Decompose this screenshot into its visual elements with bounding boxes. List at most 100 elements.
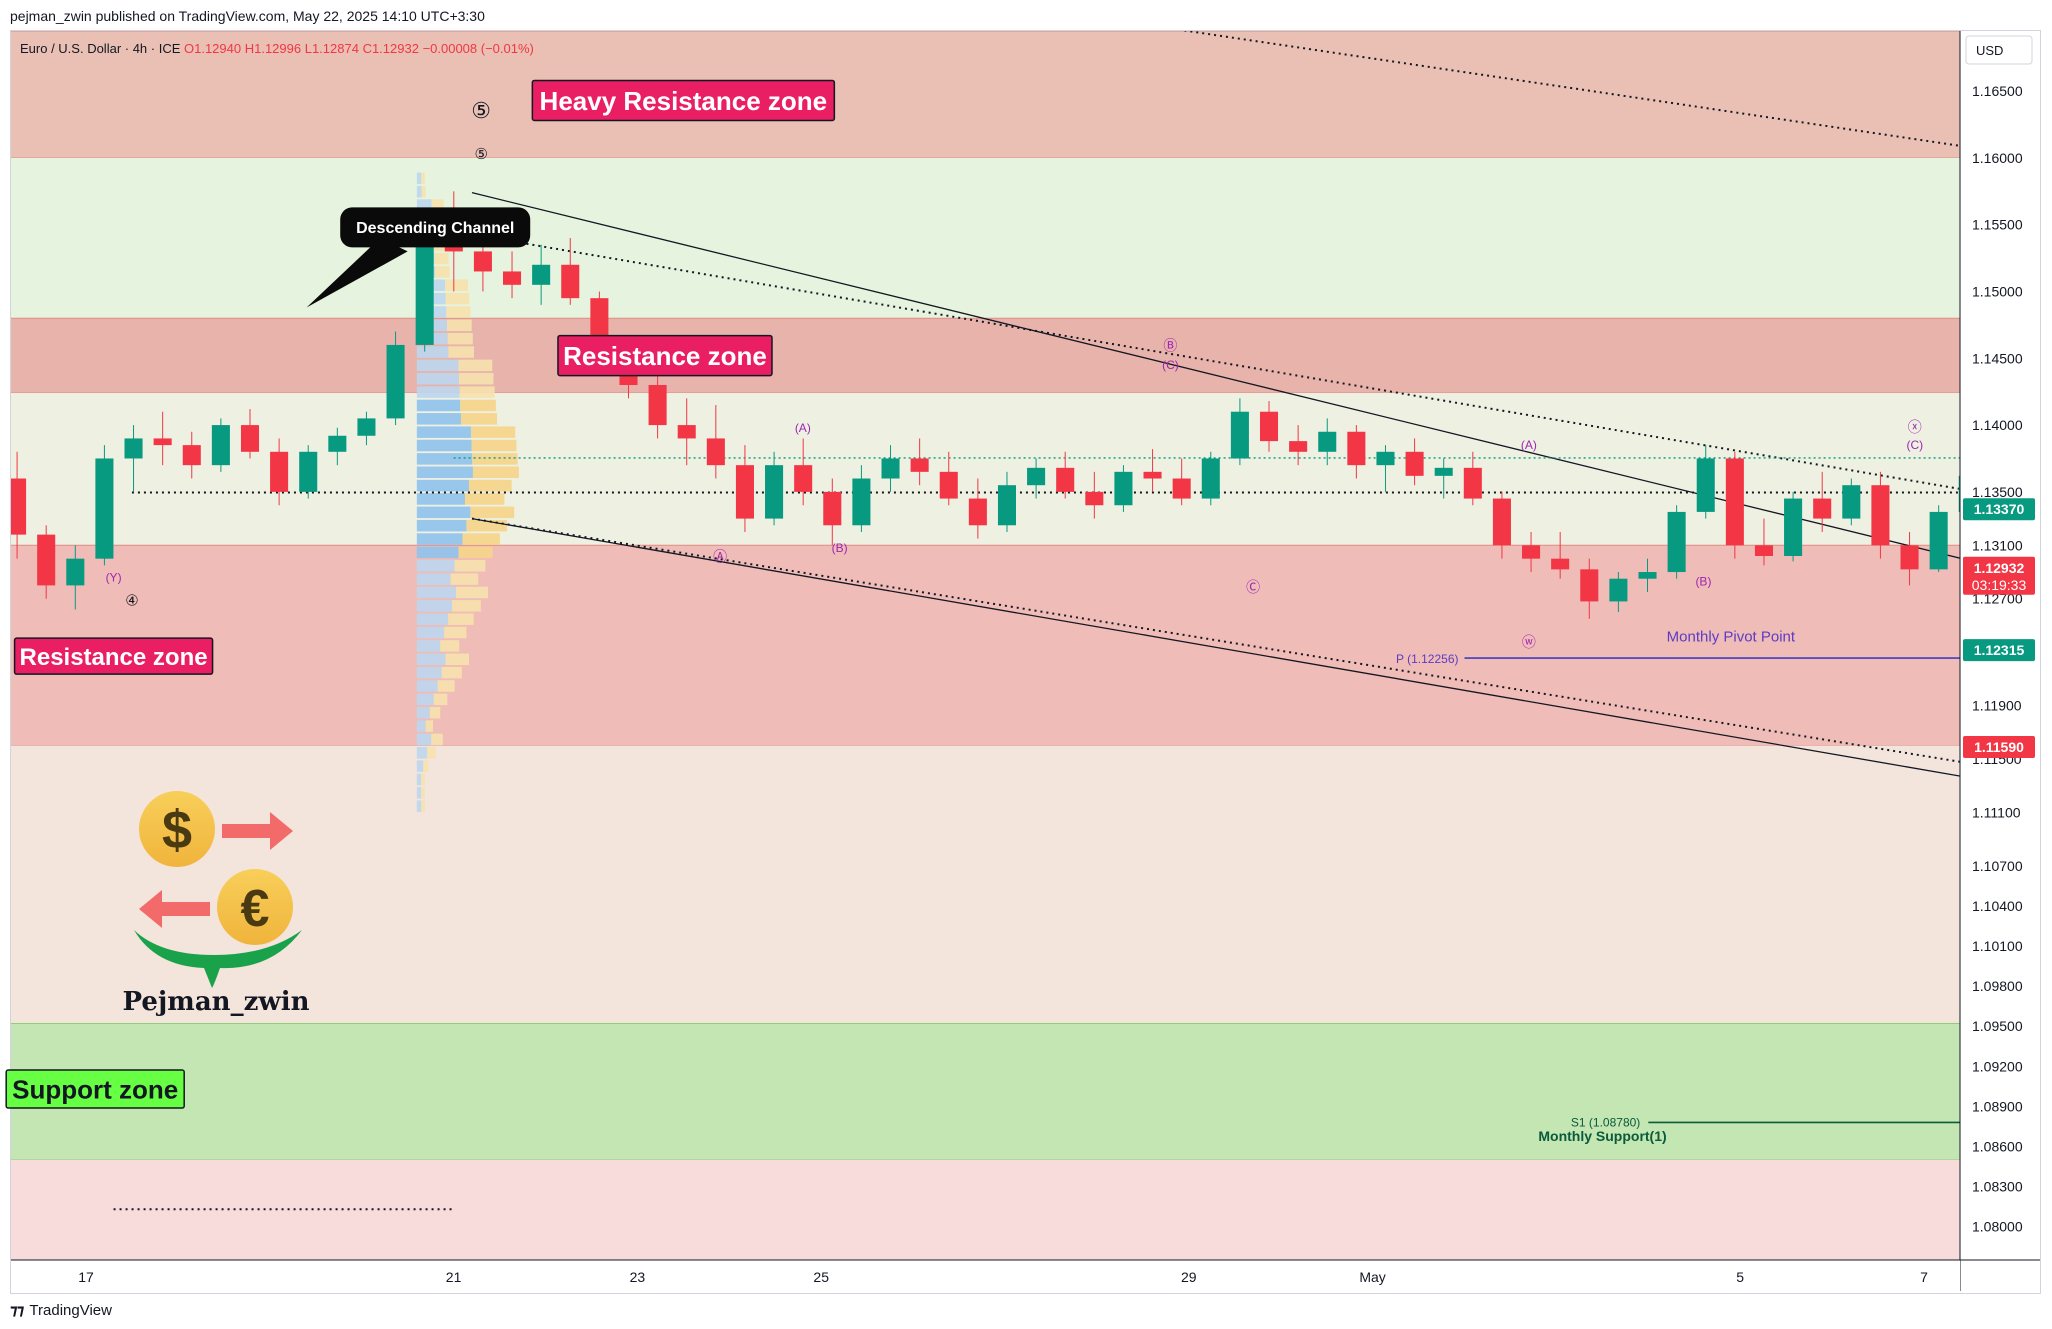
candle[interactable]	[1813, 471, 1832, 532]
price-badge: 1.13370	[1963, 498, 2035, 521]
volume-profile-bar	[472, 466, 519, 479]
candle[interactable]	[1230, 398, 1249, 466]
candle[interactable]	[1172, 458, 1191, 506]
candle-body	[1463, 467, 1482, 499]
price-tick-label: 1.09200	[1972, 1058, 2023, 1074]
candle[interactable]	[8, 451, 27, 559]
candle[interactable]	[386, 331, 405, 426]
volume-profile-bar	[440, 640, 460, 652]
candle[interactable]	[1842, 478, 1861, 526]
volume-profile-bar	[416, 185, 422, 198]
volume-profile-bar	[416, 506, 471, 519]
candle[interactable]	[939, 451, 958, 506]
volume-profile-bar	[437, 680, 455, 692]
candle[interactable]	[299, 445, 318, 499]
candle[interactable]	[328, 427, 347, 466]
price-tick-label: 1.10400	[1972, 898, 2023, 914]
candle[interactable]	[1580, 558, 1599, 619]
candle[interactable]	[1056, 451, 1075, 499]
candle[interactable]	[1522, 531, 1541, 573]
candle[interactable]	[211, 418, 230, 472]
candle[interactable]	[561, 238, 580, 305]
wave-label: (B)	[1695, 574, 1711, 588]
candle[interactable]	[503, 251, 522, 299]
currency-selector[interactable]: USD	[1965, 35, 2033, 65]
candle[interactable]	[1405, 438, 1424, 486]
volume-profile-bar	[456, 586, 489, 599]
candle-body	[1900, 545, 1919, 570]
candle-body	[182, 445, 201, 466]
candle[interactable]	[1929, 505, 1948, 573]
price-tick-label: 1.11900	[1972, 698, 2022, 714]
candle[interactable]	[182, 431, 201, 479]
volume-profile-bar	[465, 493, 505, 505]
candle[interactable]	[677, 398, 696, 466]
candle[interactable]	[1259, 401, 1279, 452]
volume-profile-bar	[416, 533, 463, 545]
volume-profile-bar	[427, 747, 436, 759]
candle-body	[1522, 545, 1541, 559]
candle-body	[1230, 411, 1249, 459]
candle[interactable]	[910, 438, 929, 486]
candle[interactable]	[1609, 572, 1628, 613]
candle[interactable]	[95, 445, 114, 566]
candle-body	[37, 534, 56, 586]
candle[interactable]	[765, 451, 784, 526]
candle[interactable]	[1434, 458, 1453, 499]
candle[interactable]	[1463, 451, 1482, 506]
candle[interactable]	[1638, 558, 1657, 593]
candle[interactable]	[357, 411, 376, 446]
candle[interactable]	[1143, 449, 1162, 492]
wave-label: (A)	[1521, 438, 1537, 452]
candle[interactable]	[1085, 471, 1104, 519]
monthly-support-label: Monthly Support(1)	[1538, 1128, 1666, 1144]
candle[interactable]	[1376, 445, 1395, 492]
candle[interactable]	[1114, 465, 1133, 512]
candle[interactable]	[1492, 491, 1511, 559]
candle[interactable]	[1754, 518, 1773, 566]
candle-body	[1492, 498, 1511, 546]
price-tick-label: 1.10100	[1972, 938, 2023, 954]
candle[interactable]	[2046, 458, 2052, 498]
candle[interactable]	[1027, 458, 1046, 499]
candle[interactable]	[532, 244, 551, 305]
candle[interactable]	[1667, 505, 1686, 579]
candle[interactable]	[1318, 418, 1337, 466]
candle[interactable]	[997, 471, 1017, 532]
candle[interactable]	[124, 425, 143, 492]
candle[interactable]	[1551, 531, 1570, 579]
candle[interactable]	[823, 478, 842, 546]
wave-label: ⑤	[471, 98, 491, 123]
candle[interactable]	[735, 445, 754, 532]
candle[interactable]	[881, 445, 900, 492]
candle[interactable]	[1201, 451, 1220, 506]
candle-body	[1405, 451, 1424, 476]
candle-body	[706, 438, 725, 466]
candle-body	[1667, 511, 1686, 573]
time-axis[interactable]	[11, 1260, 1960, 1292]
candle[interactable]	[968, 478, 987, 539]
candle[interactable]	[648, 371, 667, 439]
candle[interactable]	[1871, 471, 1890, 559]
candle[interactable]	[270, 438, 289, 506]
candle[interactable]	[153, 411, 172, 466]
candle[interactable]	[240, 409, 260, 459]
candle[interactable]	[1900, 531, 1919, 586]
candle[interactable]	[37, 525, 56, 599]
candle[interactable]	[1784, 491, 1803, 562]
euro-symbol: €	[241, 880, 270, 938]
price-badge-bg	[1963, 736, 2035, 759]
descending-channel-callout: Descending Channel	[340, 207, 531, 248]
candle[interactable]	[852, 465, 871, 532]
candle[interactable]	[1725, 451, 1744, 559]
candle[interactable]	[1347, 425, 1366, 479]
price-tick-label: 1.08900	[1972, 1098, 2023, 1114]
candle[interactable]	[1289, 425, 1308, 466]
candle-body	[299, 451, 318, 492]
candle[interactable]	[1696, 445, 1715, 519]
candle[interactable]	[706, 405, 725, 479]
candle[interactable]	[66, 545, 85, 610]
candle[interactable]	[794, 438, 813, 506]
